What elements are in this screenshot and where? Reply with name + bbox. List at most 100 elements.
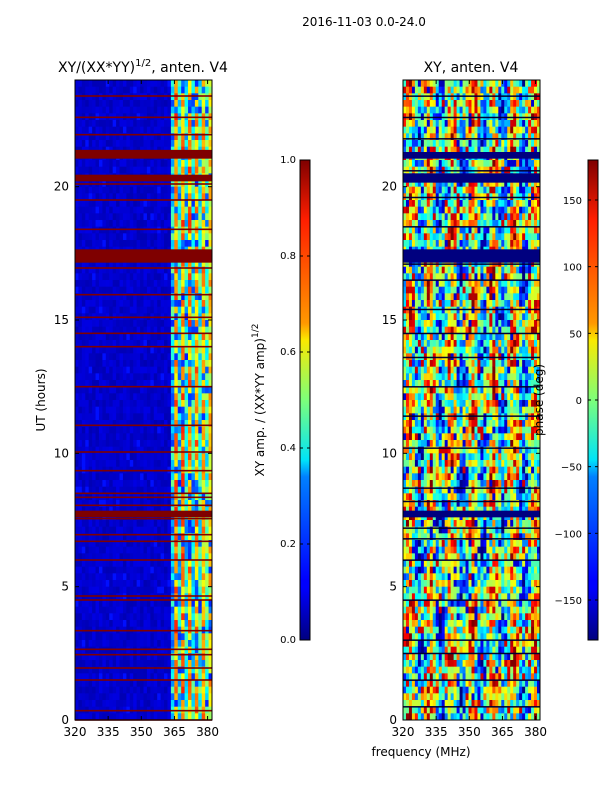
left-heatmap-cell [150, 687, 154, 694]
left-heatmap-cell [198, 353, 202, 360]
left-heatmap-cell [137, 120, 141, 127]
left-heatmap-cell [116, 480, 120, 487]
right-heatmap-cell [406, 613, 409, 620]
left-heatmap-cell [178, 573, 182, 580]
left-heatmap-cell [89, 333, 93, 340]
left-heatmap-cell [161, 600, 165, 607]
left-heatmap-cell [133, 473, 137, 480]
right-heatmap-cell [433, 340, 436, 347]
right-heatmap-cell [421, 387, 424, 394]
right-heatmap-cell [430, 367, 433, 374]
right-heatmap-cell [415, 520, 418, 527]
right-heatmap-cell [403, 427, 406, 434]
left-heatmap-cell [92, 287, 96, 294]
left-heatmap-cell [178, 433, 182, 440]
left-heatmap-cell [150, 120, 154, 127]
left-heatmap-cell [116, 547, 120, 554]
left-heatmap-cell [140, 100, 144, 107]
left-heatmap-cell [144, 400, 148, 407]
left-heatmap-cell [140, 80, 144, 87]
left-heatmap-cell [144, 660, 148, 667]
left-heatmap-cell [178, 120, 182, 127]
left-heatmap-cell [178, 393, 182, 400]
right-heatmap-cell [406, 280, 409, 287]
left-heatmap-cell [150, 427, 154, 434]
left-heatmap-cell [188, 80, 192, 87]
left-heatmap-cell [171, 480, 175, 487]
left-heatmap-cell [137, 240, 141, 247]
left-heatmap-cell [120, 587, 124, 594]
left-heatmap-cell [195, 240, 199, 247]
right-heatmap-cell [406, 547, 409, 554]
left-heatmap-cell [185, 693, 189, 700]
right-heatmap-cell [412, 473, 415, 480]
left-heatmap-cell [171, 567, 175, 574]
left-flagged-band [75, 511, 212, 518]
left-heatmap-cell [116, 687, 120, 694]
left-heatmap-cell [185, 207, 189, 214]
left-heatmap-cell [133, 520, 137, 527]
left-heatmap-cell [102, 240, 106, 247]
left-heatmap-cell [157, 127, 161, 134]
right-heatmap-cell [424, 673, 427, 680]
left-heatmap-cell [154, 353, 158, 360]
left-heatmap-cell [126, 427, 130, 434]
left-heatmap-cell [154, 187, 158, 194]
right-heatmap-cell [424, 127, 427, 134]
left-heatmap-cell [116, 360, 120, 367]
left-heatmap-cell [198, 367, 202, 374]
left-heatmap-cell [137, 393, 141, 400]
left-heatmap-cell [140, 407, 144, 414]
left-heatmap-cell [113, 440, 117, 447]
right-heatmap-cell [412, 600, 415, 607]
left-heatmap-cell [113, 100, 117, 107]
left-heatmap-cell [147, 427, 151, 434]
left-heatmap-cell [137, 660, 141, 667]
left-heatmap-cell [92, 580, 96, 587]
left-heatmap-cell [140, 160, 144, 167]
left-heatmap-cell [106, 587, 110, 594]
right-heatmap-cell [406, 707, 409, 714]
right-heatmap-cell [421, 567, 424, 574]
left-heatmap-cell [126, 647, 130, 654]
left-heatmap-cell [133, 360, 137, 367]
left-heatmap-cell [161, 220, 165, 227]
left-heatmap-cell [202, 547, 206, 554]
left-heatmap-cell [167, 220, 171, 227]
right-heatmap-cell [412, 273, 415, 280]
left-heatmap-cell [178, 520, 182, 527]
left-heatmap-cell [99, 367, 103, 374]
left-heatmap-cell [109, 480, 113, 487]
left-heatmap-cell [161, 400, 165, 407]
left-heatmap-cell [75, 100, 79, 107]
left-x-tick-label: 320 [64, 725, 87, 739]
right-heatmap-cell [418, 593, 421, 600]
left-heatmap-cell [120, 220, 124, 227]
left-heatmap-cell [178, 700, 182, 707]
left-heatmap-cell [85, 413, 89, 420]
left-heatmap-cell [161, 687, 165, 694]
left-heatmap-cell [181, 367, 185, 374]
left-heatmap-cell [113, 407, 117, 414]
left-heatmap-cell [178, 453, 182, 460]
left-heatmap-cell [99, 127, 103, 134]
left-heatmap-cell [96, 687, 100, 694]
left-heatmap-cell [178, 207, 182, 214]
left-heatmap-cell [78, 240, 82, 247]
left-heatmap-cell [92, 680, 96, 687]
left-heatmap-cell [75, 460, 79, 467]
left-heatmap-cell [147, 520, 151, 527]
left-heatmap-cell [191, 227, 195, 234]
left-heatmap-cell [133, 387, 137, 394]
left-heatmap-cell [198, 300, 202, 307]
left-heatmap-cell [144, 140, 148, 147]
left-heatmap-cell [181, 400, 185, 407]
right-heatmap-cell [418, 373, 421, 380]
right-heatmap-cell [409, 467, 412, 474]
right-heatmap-cell [418, 467, 421, 474]
left-heatmap-cell [178, 693, 182, 700]
right-heatmap-cell [424, 593, 427, 600]
left-heatmap-cell [123, 693, 127, 700]
left-heatmap-cell [102, 187, 106, 194]
